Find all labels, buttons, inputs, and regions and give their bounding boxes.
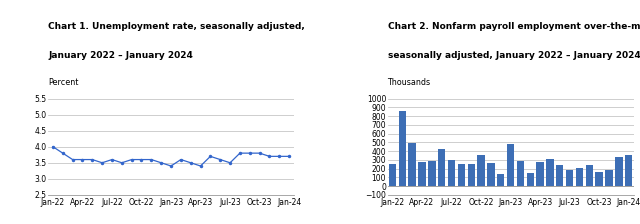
Bar [419, 162, 426, 186]
Bar [605, 170, 612, 186]
Bar [625, 155, 632, 186]
Bar [576, 168, 583, 186]
Bar [428, 161, 436, 186]
Text: Chart 1. Unemployment rate, seasonally adjusted,: Chart 1. Unemployment rate, seasonally a… [48, 22, 305, 31]
Bar [547, 159, 554, 186]
Text: seasonally adjusted, January 2022 – January 2024: seasonally adjusted, January 2022 – Janu… [388, 52, 640, 60]
Bar [615, 157, 623, 186]
Text: January 2022 – January 2024: January 2022 – January 2024 [48, 52, 193, 60]
Bar [458, 164, 465, 186]
Bar [408, 143, 416, 186]
Bar [566, 170, 573, 186]
Bar [399, 111, 406, 186]
Bar [536, 162, 544, 186]
Bar [388, 164, 396, 186]
Bar [448, 160, 455, 186]
Text: Percent: Percent [48, 78, 78, 87]
Bar [467, 164, 475, 186]
Bar [586, 165, 593, 186]
Text: Thousands: Thousands [388, 78, 431, 87]
Bar [507, 144, 515, 186]
Bar [477, 155, 484, 186]
Bar [516, 161, 524, 186]
Bar [556, 165, 563, 186]
Bar [527, 173, 534, 186]
Bar [497, 174, 504, 186]
Bar [595, 172, 603, 186]
Bar [487, 163, 495, 186]
Text: Chart 2. Nonfarm payroll employment over-the-month change,: Chart 2. Nonfarm payroll employment over… [388, 22, 640, 31]
Bar [438, 149, 445, 186]
